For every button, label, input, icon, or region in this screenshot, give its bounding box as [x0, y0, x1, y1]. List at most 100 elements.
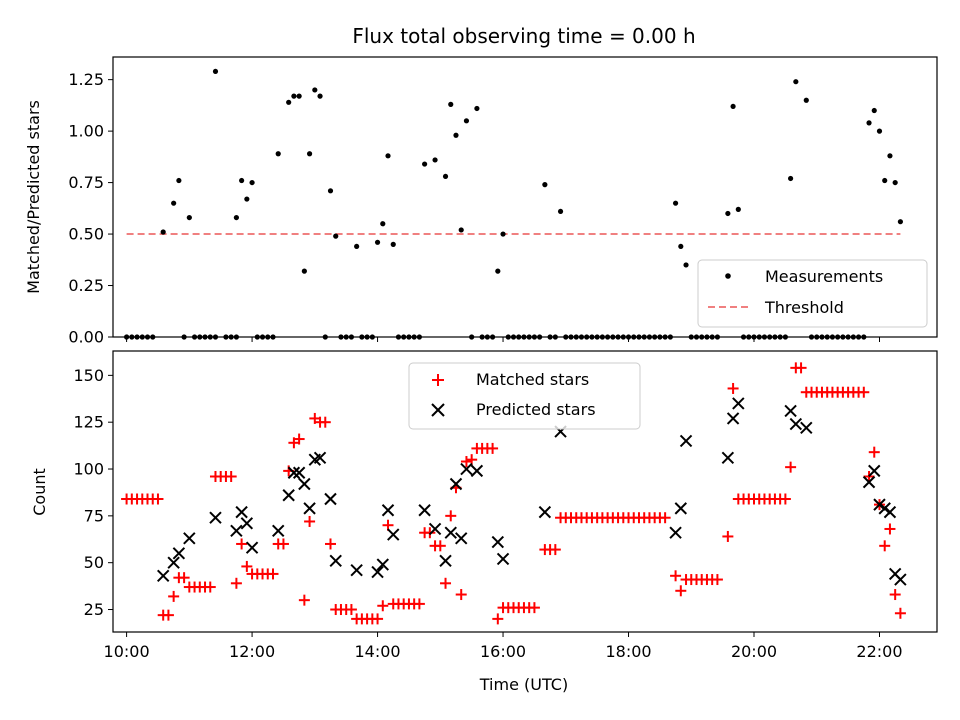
- predicted-stars-point: [800, 421, 813, 435]
- measurement-point: [458, 227, 464, 233]
- legend-label-predicted: Predicted stars: [476, 400, 596, 419]
- matched-stars-point: [241, 560, 253, 572]
- matched-stars-point: [236, 538, 248, 550]
- matched-stars-point: [304, 515, 316, 527]
- y-tick-label: 0.75: [68, 173, 104, 192]
- matched-stars-point: [225, 471, 237, 483]
- matched-stars-point: [440, 577, 452, 589]
- predicted-stars-point: [455, 532, 468, 545]
- matched-stars-point: [204, 581, 216, 593]
- measurement-point: [186, 214, 192, 221]
- matched-stars-point: [858, 386, 870, 398]
- predicted-stars-point: [324, 492, 337, 506]
- x-tick-label: 22:00: [856, 642, 902, 661]
- matched-stars-point: [298, 594, 310, 606]
- matched-stars-point: [894, 607, 906, 619]
- measurement-point: [275, 151, 281, 157]
- predicted-stars-point: [428, 522, 442, 536]
- measurement-point: [160, 229, 166, 235]
- legend-ratio: Measurements Threshold: [697, 259, 928, 328]
- measurement-point: [500, 231, 506, 237]
- matched-stars-point: [727, 382, 739, 394]
- y-tick-label: 50: [84, 553, 104, 572]
- predicted-stars-point: [674, 502, 688, 515]
- x-tick-label: 20:00: [731, 642, 777, 661]
- measurement-point: [432, 157, 438, 163]
- predicted-stars-point: [868, 464, 881, 478]
- predicted-stars-point: [387, 528, 400, 541]
- matched-stars-point: [267, 568, 279, 580]
- predicted-stars-point: [883, 505, 897, 519]
- predicted-stars-point: [789, 417, 803, 431]
- matched-stars-point: [879, 540, 891, 552]
- y-tick-label: 0.00: [68, 328, 104, 347]
- measurement-point: [683, 262, 689, 268]
- legend-marker-predicted: [431, 403, 445, 417]
- measurement-point: [474, 105, 480, 112]
- measurement-point: [327, 188, 334, 194]
- y-tick-label: 0.50: [68, 225, 104, 244]
- measurement-point: [354, 243, 360, 250]
- predicted-stars-point: [784, 404, 797, 418]
- measurement-point: [793, 79, 799, 85]
- predicted-stars-point: [873, 498, 886, 511]
- measurement-point: [171, 200, 177, 206]
- measurement-point: [380, 221, 386, 227]
- matched-stars-point: [785, 461, 797, 473]
- predicted-stars-point: [669, 526, 682, 539]
- measurement-point: [495, 268, 501, 274]
- legend-label-threshold: Threshold: [764, 298, 844, 317]
- measurement-point: [212, 68, 219, 75]
- x-tick-label: 16:00: [480, 642, 526, 661]
- y-tick-label: 25: [84, 600, 104, 619]
- y-tick-label: 100: [73, 460, 104, 479]
- plot-frame-count: [112, 350, 938, 633]
- measurement-point: [244, 196, 250, 202]
- predicted-stars-point: [272, 524, 285, 538]
- predicted-stars-point: [167, 556, 180, 569]
- measurement-point: [557, 208, 564, 215]
- predicted-stars-point: [726, 412, 740, 425]
- predicted-stars-point: [209, 511, 222, 524]
- measurement-point: [312, 87, 318, 93]
- predicted-stars-point: [538, 505, 552, 519]
- chart-title: Flux total observing time = 0.00 h: [352, 24, 695, 48]
- matched-stars-point: [795, 362, 807, 374]
- y-tick-label: 125: [73, 413, 104, 432]
- predicted-stars-point: [245, 541, 259, 554]
- measurement-point: [871, 107, 877, 114]
- y-tick-label: 150: [73, 366, 104, 385]
- ratio-panel: Flux total observing time = 0.00 h Match…: [24, 24, 938, 347]
- measurement-point: [892, 179, 898, 186]
- predicted-stars-point: [240, 517, 254, 530]
- y-axis-label-count: Count: [30, 468, 49, 516]
- legend-label-matched: Matched stars: [476, 370, 589, 389]
- matched-stars-point: [434, 540, 446, 552]
- measurement-point: [448, 101, 454, 107]
- plot-frame-ratio: [112, 56, 938, 338]
- measurement-point: [876, 128, 883, 134]
- measurement-point: [317, 93, 323, 99]
- measurement-point: [887, 153, 893, 159]
- matched-stars-point: [492, 613, 504, 625]
- matched-stars-point: [230, 577, 242, 589]
- predicted-stars-point: [732, 397, 745, 410]
- measurement-point: [463, 118, 470, 124]
- predicted-stars-point: [292, 466, 306, 479]
- matched-stars-point: [445, 510, 457, 522]
- measurement-point: [390, 241, 396, 247]
- measurement-point: [442, 173, 449, 180]
- predicted-stars-point: [449, 477, 463, 491]
- predicted-stars-point: [287, 466, 301, 479]
- measurement-point: [239, 177, 245, 184]
- predicted-stars-point: [470, 464, 484, 478]
- measurement-point: [296, 93, 302, 99]
- predicted-stars-point: [350, 563, 363, 577]
- matched-stars-point: [325, 538, 337, 550]
- measurement-point: [788, 175, 794, 182]
- measurement-point: [233, 214, 239, 221]
- matched-stars-point: [528, 602, 540, 614]
- matched-stars-point: [319, 416, 331, 428]
- x-axis-label: Time (UTC): [479, 675, 568, 694]
